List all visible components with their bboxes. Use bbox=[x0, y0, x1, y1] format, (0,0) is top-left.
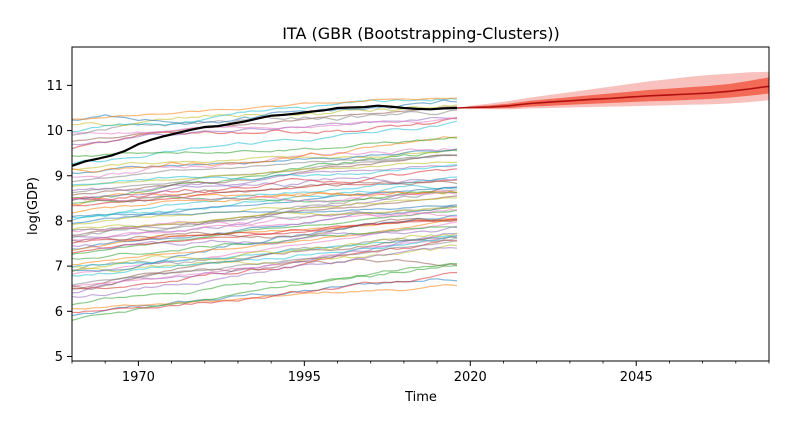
background-series-line bbox=[72, 263, 457, 321]
background-series-line bbox=[72, 149, 458, 200]
background-series-line bbox=[72, 176, 458, 192]
background-series-line bbox=[72, 232, 458, 272]
background-series-line bbox=[72, 235, 458, 287]
y-axis-label: log(GDP) bbox=[26, 177, 41, 235]
background-series-line bbox=[72, 197, 457, 226]
y-tick-label: 6 bbox=[55, 305, 63, 320]
y-tick-label: 11 bbox=[46, 79, 63, 94]
axes-group: 1970 1995 2020 2045 5 6 7 8 9 10 11 bbox=[46, 46, 770, 385]
background-series-line bbox=[72, 164, 458, 186]
background-series-line bbox=[72, 116, 458, 150]
forecast-band-group bbox=[457, 71, 769, 110]
background-series-line bbox=[72, 212, 458, 233]
background-series-line bbox=[72, 264, 458, 306]
background-series-line bbox=[72, 236, 458, 290]
series-line-forecast bbox=[456, 85, 769, 109]
background-series-line bbox=[72, 189, 458, 239]
background-series-line bbox=[72, 218, 458, 266]
background-series-line bbox=[72, 136, 458, 173]
background-series-line bbox=[72, 246, 458, 298]
main-series-group bbox=[72, 85, 769, 167]
background-series-line bbox=[72, 204, 458, 218]
background-series-line bbox=[72, 149, 458, 170]
background-series-line bbox=[72, 168, 458, 201]
forecast-outer-band bbox=[457, 71, 769, 110]
background-series-line bbox=[72, 136, 458, 158]
background-series-line bbox=[72, 209, 458, 241]
plot-frame bbox=[71, 46, 770, 362]
background-series-line bbox=[72, 234, 458, 277]
y-tick-label: 10 bbox=[46, 124, 63, 139]
background-series-line bbox=[72, 225, 458, 250]
x-tick-label: 1995 bbox=[288, 370, 321, 385]
background-series-line bbox=[72, 284, 458, 310]
background-series-line bbox=[72, 120, 458, 165]
x-tick-label: 1970 bbox=[122, 370, 155, 385]
background-series-line bbox=[72, 106, 458, 142]
background-series-line bbox=[72, 239, 458, 290]
x-axis-label: Time bbox=[404, 390, 437, 405]
background-series-line bbox=[72, 190, 458, 206]
background-series-line bbox=[72, 190, 458, 214]
background-series-line bbox=[72, 271, 458, 314]
background-series-line bbox=[72, 217, 458, 243]
background-series-line bbox=[72, 164, 458, 201]
forecast-inner-band bbox=[457, 77, 769, 109]
background-series-line bbox=[72, 221, 458, 275]
background-series-line bbox=[72, 161, 458, 187]
background-series-line bbox=[72, 209, 458, 255]
background-series-line bbox=[72, 239, 458, 286]
background-series-line bbox=[72, 186, 458, 239]
background-series-line bbox=[72, 116, 458, 146]
background-series-line bbox=[72, 97, 458, 120]
x-tick-label: 2020 bbox=[454, 370, 487, 385]
series-line-ita bbox=[72, 104, 458, 167]
background-series-line bbox=[72, 154, 458, 183]
y-tick-label: 5 bbox=[55, 350, 63, 365]
x-tick-label: 2045 bbox=[620, 370, 653, 385]
background-series-line bbox=[72, 97, 458, 133]
background-series-line bbox=[72, 205, 458, 230]
background-series-group bbox=[72, 97, 458, 321]
chart-title: ITA (GBR (Bootstrapping-Clusters)) bbox=[282, 24, 560, 43]
background-series-line bbox=[72, 117, 458, 135]
y-tick-label: 9 bbox=[55, 169, 63, 184]
background-series-line bbox=[72, 258, 458, 291]
background-series-line bbox=[72, 180, 458, 203]
background-series-line bbox=[72, 190, 458, 203]
background-series-line bbox=[72, 184, 458, 219]
background-series-line bbox=[72, 214, 458, 272]
y-tick-label: 7 bbox=[55, 260, 63, 275]
y-tick-label: 8 bbox=[55, 214, 63, 229]
background-series-line bbox=[72, 176, 458, 221]
background-series-line bbox=[72, 186, 458, 224]
